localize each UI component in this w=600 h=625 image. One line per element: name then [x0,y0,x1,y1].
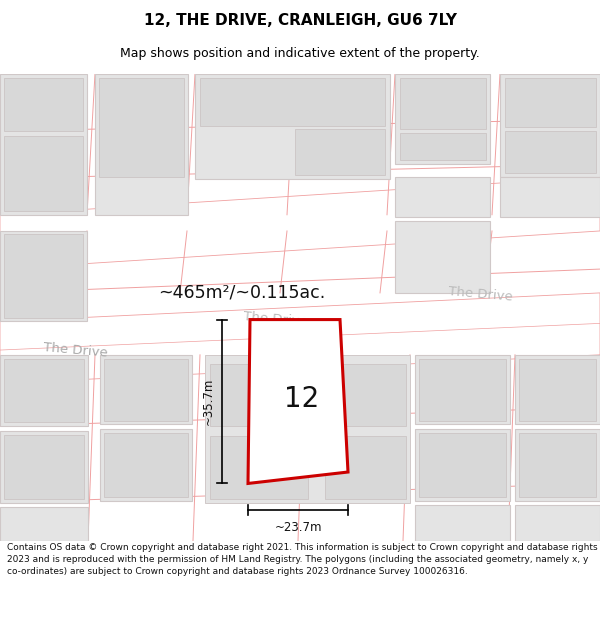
Polygon shape [505,131,596,173]
Text: 12: 12 [284,384,319,412]
Polygon shape [505,78,596,127]
Polygon shape [100,355,192,424]
Polygon shape [515,506,600,541]
Polygon shape [325,436,406,499]
Polygon shape [515,429,600,501]
Text: Contains OS data © Crown copyright and database right 2021. This information is : Contains OS data © Crown copyright and d… [7,543,598,576]
Polygon shape [210,436,308,499]
Polygon shape [519,359,596,421]
Polygon shape [0,431,88,502]
Polygon shape [104,359,188,421]
Polygon shape [104,433,188,497]
Polygon shape [248,319,348,484]
Polygon shape [419,359,506,421]
Polygon shape [415,429,510,501]
Polygon shape [500,74,600,177]
Text: The Drive: The Drive [447,286,513,304]
Polygon shape [395,177,490,217]
Text: ~465m²/~0.115ac.: ~465m²/~0.115ac. [158,284,325,302]
Text: ~23.7m: ~23.7m [274,521,322,534]
Polygon shape [0,74,87,215]
Polygon shape [515,355,600,424]
Polygon shape [4,78,83,131]
Polygon shape [95,74,188,215]
Polygon shape [0,293,600,383]
Polygon shape [210,364,308,426]
Polygon shape [100,429,192,501]
Polygon shape [395,74,490,164]
Polygon shape [195,74,390,179]
Polygon shape [4,359,84,423]
Polygon shape [400,133,486,161]
Polygon shape [0,508,88,541]
Polygon shape [0,177,600,269]
Text: ~35.7m: ~35.7m [202,378,215,425]
Polygon shape [325,364,406,426]
Polygon shape [4,234,83,318]
Polygon shape [295,129,385,175]
Text: The Drive: The Drive [242,310,308,329]
Polygon shape [395,221,490,293]
Polygon shape [200,78,385,126]
Text: Map shows position and indicative extent of the property.: Map shows position and indicative extent… [120,47,480,59]
Text: 12, THE DRIVE, CRANLEIGH, GU6 7LY: 12, THE DRIVE, CRANLEIGH, GU6 7LY [143,13,457,28]
Polygon shape [4,435,84,499]
Polygon shape [500,177,600,217]
Polygon shape [99,78,184,177]
Polygon shape [415,506,510,541]
Polygon shape [0,231,87,321]
Polygon shape [205,355,410,502]
Text: The Drive: The Drive [42,341,108,359]
Polygon shape [400,78,486,129]
Polygon shape [0,355,88,426]
Polygon shape [419,433,506,497]
Polygon shape [519,433,596,497]
Polygon shape [4,136,83,211]
Polygon shape [415,355,510,424]
